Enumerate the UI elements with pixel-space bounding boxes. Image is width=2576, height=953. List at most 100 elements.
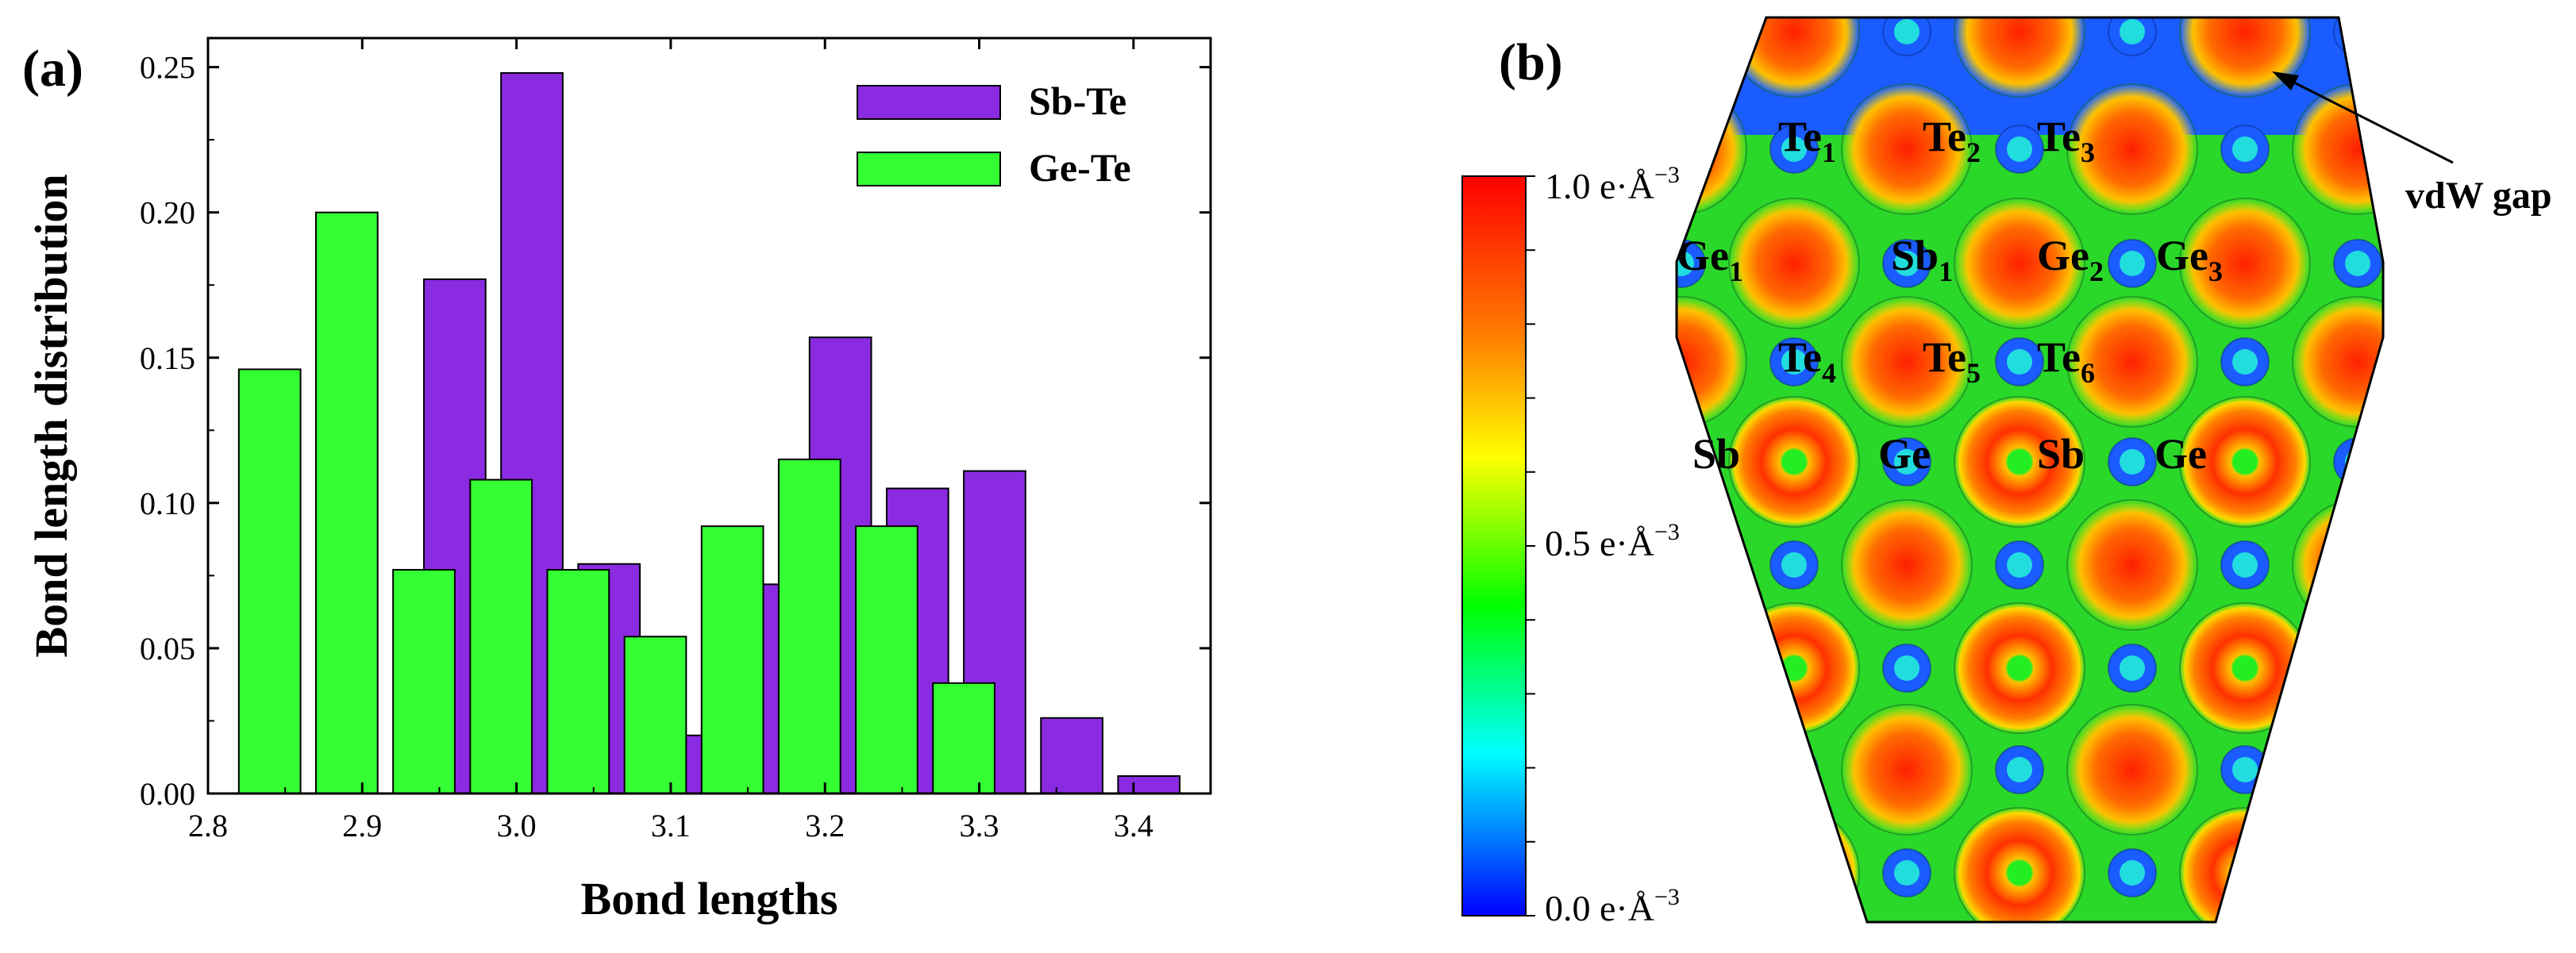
atom-site-7-0 [1677,704,1747,836]
y-tick-label-0: 0.00 [140,776,195,812]
cavity-core-4-0 [1677,449,1694,475]
x-axis-label: Bond lengths [581,873,838,924]
colorbar-label-mid-text: 0.5 e·Å [1545,523,1654,563]
atom-label-3: Ge1 [1677,232,1743,287]
vdw-arrow-line [2284,76,2454,164]
atom-site-2-5 [2179,198,2311,329]
bar-chart: 0.00 0.05 0.10 0.15 0.20 0.25 2.8 2.9 3.0 3.1 3.2 3… [25,37,1212,924]
atom-label-2: Te3 [2037,113,2095,168]
legend-swatch-ge-te [857,152,1001,186]
cavity-core-1-3 [2007,136,2032,162]
y-axis-label: Bond length distribution [25,174,77,657]
atom-sites [1677,17,2383,922]
atom-site-5-6 [2292,499,2383,631]
x-tick-label-2: 3.0 [497,808,537,843]
cavity-core-3-1 [1781,349,1807,375]
cavity-core-8-2 [1894,860,1919,886]
atom-label-element-2: Te [2037,113,2081,160]
bar-ge-te-5 [623,636,687,794]
bar-ge-te-9 [932,682,995,794]
colorbar-label-bottom-exp: −3 [1654,884,1680,910]
atom-label-element-4: Sb [1891,232,1939,279]
atom-site-1-6 [2292,83,2383,215]
cavity-core-5-3 [2007,552,2032,578]
cavity-core-8-0 [1677,860,1694,886]
plot-frame [206,37,1212,795]
atom-site-7-4 [2066,704,2198,836]
atom-label-element-5: Ge [2037,232,2089,279]
atom-label-sub-9: 6 [2081,357,2095,389]
atom-label-element-10: Sb [1692,430,1740,478]
atom-label-element-12: Sb [2037,430,2085,478]
atom-label-element-0: Te [1778,113,1822,160]
cavity-core-2-6 [2345,251,2370,276]
atom-site-5-4 [2066,499,2198,631]
atom-label-6: Ge3 [2156,232,2223,287]
atom-label-sub-6: 3 [2208,256,2223,287]
panel-a-label: (a) [22,40,83,98]
atom-label-1: Te2 [1923,113,1981,168]
cavity-core-8-4 [2120,860,2145,886]
cavity-core-8-6 [2345,860,2370,886]
y-tick-label-3: 0.15 [140,340,195,376]
atom-site-1-2 [1841,83,1973,215]
colorbar-label-bottom: 0.0 e·Å−3 [1545,884,1680,928]
cavity-core-5-5 [2232,552,2258,578]
atom-site-3-2 [1841,296,1973,428]
atom-site-6-3 [1954,602,2085,734]
vdw-arrow-head [2272,71,2299,90]
cavity-core-3-5 [2232,349,2258,375]
cavity-core-7-1 [1781,757,1807,782]
bar-ge-te-1 [315,211,379,794]
bar-ge-te-3 [469,478,533,794]
atom-label-element-3: Ge [1677,232,1729,279]
colorbar: 1.0 e·Å−3 0.5 e·Å−3 0.0 e·Å−3 [1461,162,1680,928]
atom-site-6-1 [1728,602,1860,734]
legend-label-sb-te: Sb-Te [1029,79,1126,123]
atom-site-6-5 [2179,602,2311,734]
x-tick-label-6: 3.4 [1114,808,1153,843]
bar-ge-te-4 [546,569,610,794]
atom-site-3-4 [2066,296,2198,428]
bar-ge-te-8 [855,525,918,795]
bar-sb-te-9 [1117,775,1181,794]
atom-label-11: Ge [1878,430,1931,478]
x-tick-label-0: 2.8 [188,808,228,843]
colorbar-label-mid-exp: −3 [1654,519,1680,545]
cavity-core-7-5 [2232,757,2258,782]
atom-site-3-0 [1677,296,1747,428]
x-tick-label-3: 3.1 [651,808,691,843]
atom-label-7: Te4 [1778,333,1836,389]
atom-site-0-5 [2179,17,2311,98]
y-tick-label-4: 0.20 [140,195,195,231]
colorbar-label-top-exp: −3 [1654,162,1680,188]
bar-sb-te-8 [1040,717,1103,794]
atom-label-element-8: Te [1923,333,1966,381]
colorbar-label-bottom-text: 0.0 e·Å [1545,888,1654,928]
cavity-site-6-6 [2333,644,2382,693]
cavity-core-0-6 [2345,19,2370,44]
cavity-core-1-1 [1781,136,1807,162]
atom-site-2-3 [1954,198,2085,329]
legend-swatch-sb-te [857,85,1001,120]
atom-site-7-6 [2292,704,2383,836]
cavity-core-6-2 [1894,655,1919,681]
colorbar-label-mid: 0.5 e·Å−3 [1545,519,1680,563]
atom-site-8-5 [2179,807,2311,922]
cavity-core-5-1 [1781,552,1807,578]
atom-label-10: Sb [1692,430,1740,478]
atom-site-5-0 [1677,499,1747,631]
vdw-gap-label: vdW gap [2405,175,2552,217]
atom-label-element-7: Te [1778,333,1822,381]
bar-ge-te-6 [700,525,764,795]
atom-site-4-1 [1728,396,1860,528]
atom-label-sub-8: 5 [1966,357,1981,389]
atom-label-13: Ge [2154,430,2207,478]
panel-b-label: (b) [1499,33,1563,91]
atom-label-5: Ge2 [2037,232,2104,287]
cavity-core-3-3 [2007,349,2032,375]
cavity-core-6-6 [2345,655,2370,681]
cavity-core-6-4 [2120,655,2145,681]
cavity-core-4-2 [1894,449,1919,475]
